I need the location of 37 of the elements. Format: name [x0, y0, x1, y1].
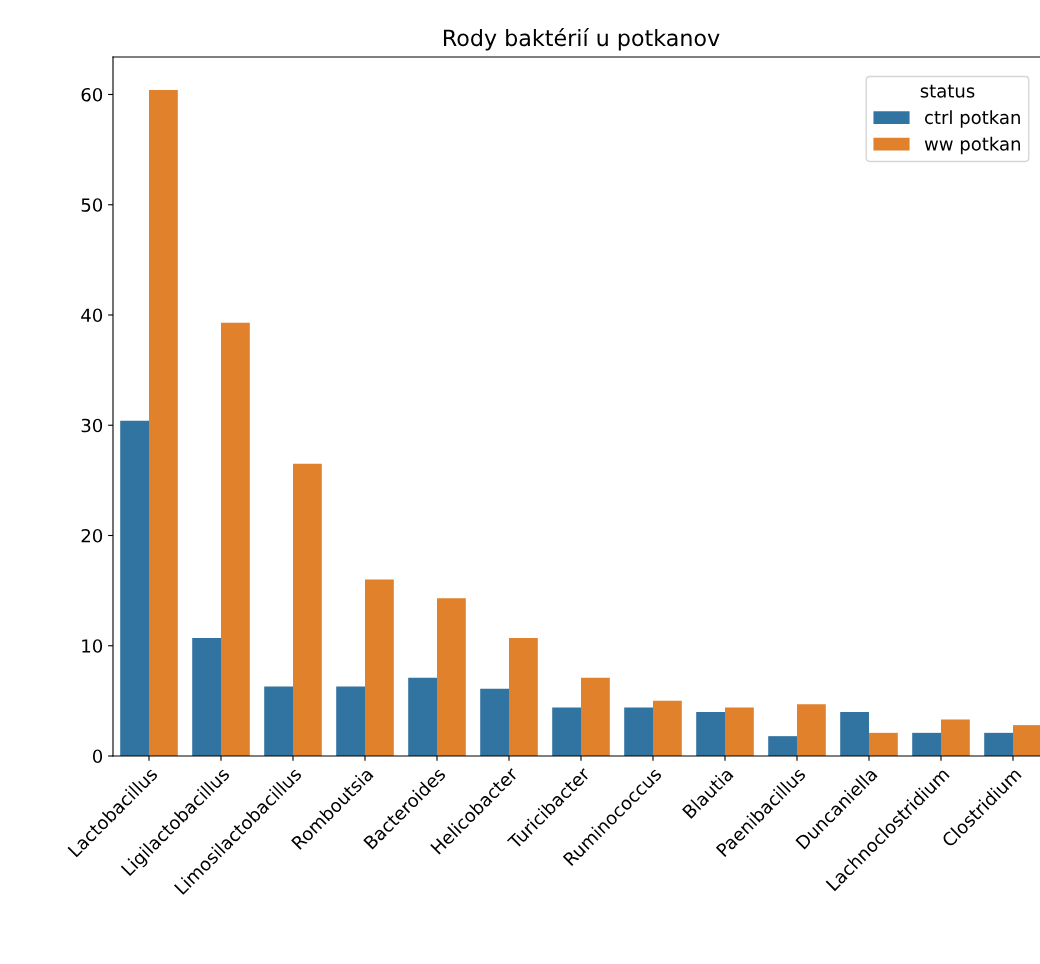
bar — [221, 322, 250, 756]
bar — [1013, 725, 1040, 756]
legend-title: status — [920, 84, 975, 98]
y-tick-label: 30 — [81, 418, 103, 433]
bar — [653, 700, 682, 756]
bar — [509, 638, 538, 756]
bar — [365, 579, 394, 756]
chart-title: Rody baktérií u potkanov — [443, 28, 720, 51]
bar — [869, 732, 898, 756]
bar — [840, 711, 869, 756]
bar — [408, 677, 437, 756]
bar — [984, 732, 1013, 756]
bar — [912, 732, 941, 756]
y-tick-label: 60 — [81, 87, 103, 102]
legend-label: ctrl potkan — [925, 110, 1020, 128]
bar — [480, 688, 509, 756]
bar — [264, 686, 293, 756]
bar — [696, 711, 725, 756]
y-tick-label: 0 — [92, 749, 103, 764]
bar — [768, 736, 797, 756]
bar — [437, 598, 466, 756]
y-tick-label: 10 — [82, 639, 103, 653]
y-tick-label: 20 — [81, 528, 103, 543]
bar — [941, 719, 970, 756]
bar — [336, 686, 365, 756]
bar — [192, 638, 221, 756]
bar — [624, 707, 653, 756]
bar — [149, 90, 178, 756]
bar — [120, 420, 149, 756]
y-tick-label: 40 — [81, 308, 103, 323]
bar — [581, 677, 610, 756]
legend-label: ww potkan — [924, 136, 1020, 155]
bar — [725, 707, 754, 756]
bar — [552, 707, 581, 756]
bar — [797, 704, 826, 756]
bar — [293, 463, 322, 756]
y-tick-label: 50 — [81, 198, 103, 212]
